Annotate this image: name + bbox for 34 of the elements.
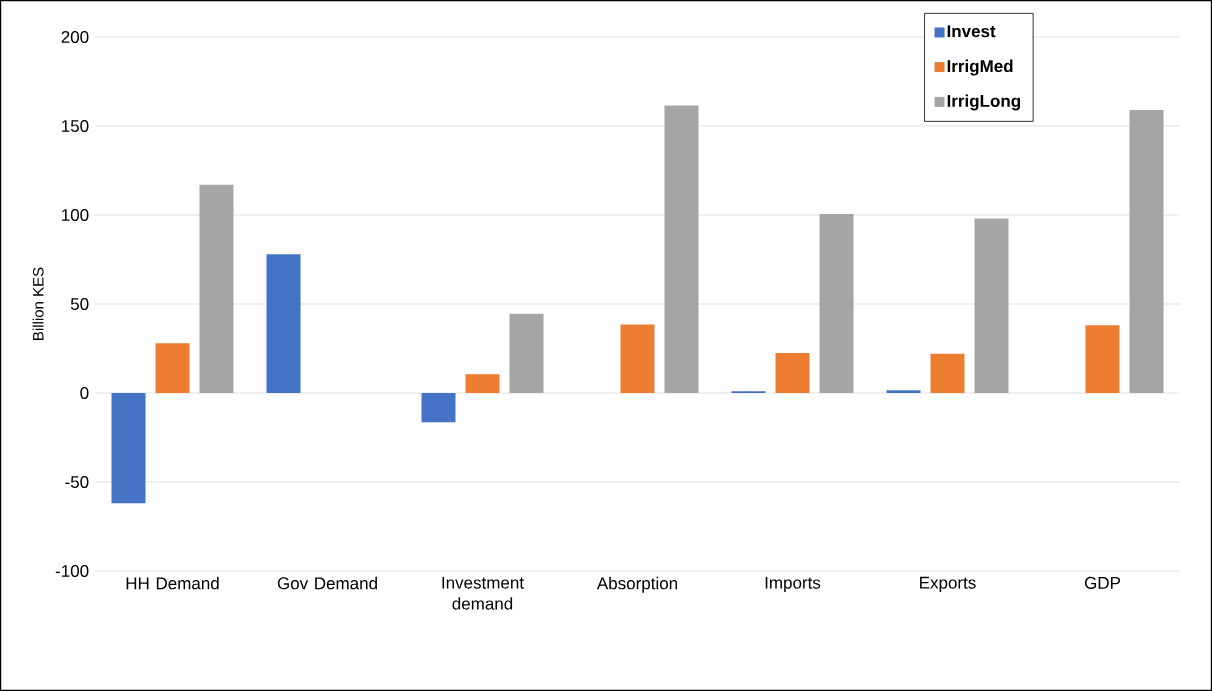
legend-label: IrrigLong — [947, 94, 1021, 111]
x-tick-label: HH Demand — [126, 576, 219, 590]
y-tick-label: 150 — [62, 119, 89, 133]
bar — [266, 254, 301, 393]
bar — [930, 353, 965, 393]
bar — [775, 352, 810, 393]
y-tick-label: -50 — [65, 475, 89, 489]
x-tick-label: Gov Demand — [277, 576, 377, 590]
bar — [1085, 325, 1120, 393]
bar — [421, 393, 456, 423]
x-tick-label: Investment demand — [442, 576, 524, 610]
bar — [199, 184, 234, 393]
y-axis-title: Billion KES — [32, 267, 44, 340]
x-tick-label: Absorption — [596, 576, 678, 593]
y-tick-label: 50 — [70, 297, 89, 311]
bar — [819, 214, 854, 393]
y-tick-label: 200 — [61, 30, 89, 44]
x-tick-label: GDP — [1084, 576, 1121, 589]
bar — [620, 324, 655, 393]
bar — [974, 218, 1009, 393]
legend-label: IrrigMed — [947, 59, 1013, 76]
y-tick-label: 0 — [80, 386, 89, 400]
x-tick-label: Exports — [920, 576, 976, 593]
x-tick-label: Imports — [765, 576, 821, 593]
bar — [664, 105, 699, 393]
bar — [509, 313, 544, 393]
bar — [155, 343, 190, 393]
bar — [111, 393, 146, 504]
bar — [1129, 109, 1164, 393]
bar — [465, 374, 500, 393]
y-tick-label: -100 — [55, 564, 89, 578]
bar — [886, 390, 921, 393]
legend-label: Invest — [947, 25, 996, 38]
y-tick-label: 100 — [62, 208, 89, 222]
